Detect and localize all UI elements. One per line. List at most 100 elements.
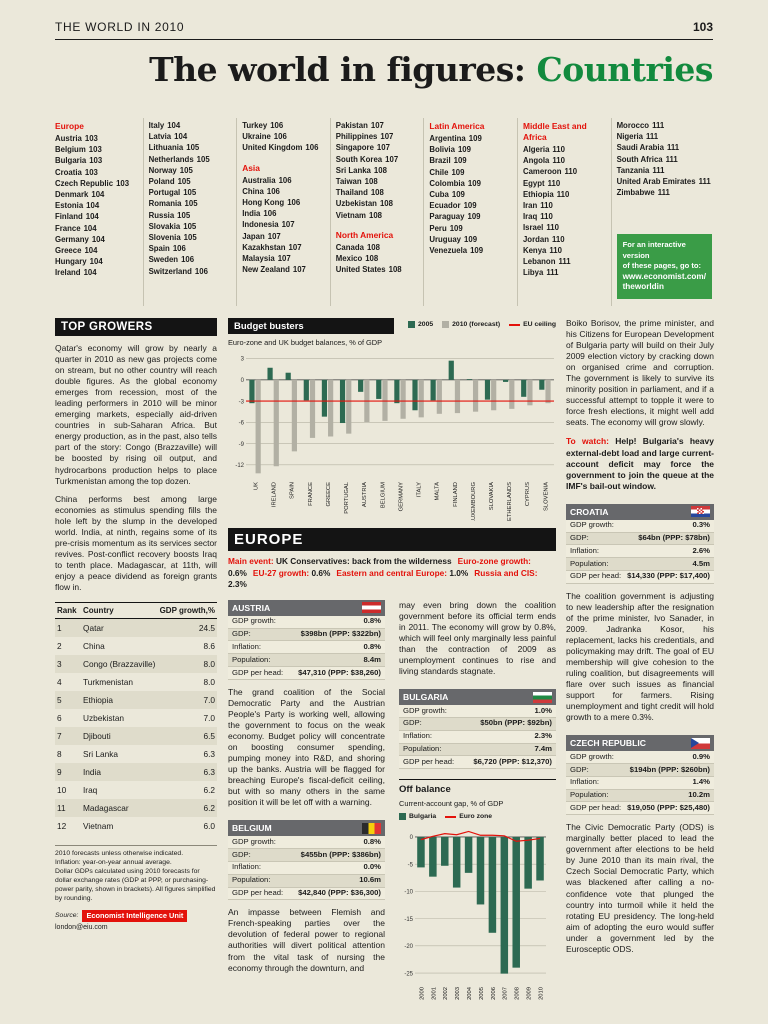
index-entry: Belgium 103	[55, 145, 102, 155]
country-name: CROATIA	[570, 506, 609, 517]
interactive-version-box: For an interactive version of these pages…	[616, 234, 712, 299]
index-entry: Hungary 104	[55, 257, 103, 267]
stat-row: Population: 8.4m	[228, 654, 385, 668]
index-entry: Zimbabwe 111	[616, 188, 670, 198]
index-entry: Philippines 107	[335, 132, 394, 142]
index-entry: United Kingdom 106	[242, 143, 319, 153]
right-column: Boiko Borisov, the prime minister, and h…	[566, 318, 714, 955]
index-entry: Sri Lanka 108	[335, 165, 387, 175]
legend-swatch-icon	[442, 321, 450, 328]
main-event-segment: Russia and CIS: 2.3%	[228, 567, 538, 590]
chart-legend: 2005 2010 (forecast) EU ceiling	[408, 318, 556, 328]
index-column-1: Europe Austria 103 Belgium 103 Bulgaria 103 Cro…	[55, 118, 143, 306]
country-name: BULGARIA	[403, 692, 449, 703]
svg-text:-5: -5	[408, 862, 414, 868]
svg-text:AUSTRIA: AUSTRIA	[362, 482, 368, 507]
svg-text:FRANCE: FRANCE	[308, 482, 314, 506]
page-number: 103	[692, 20, 713, 34]
footnote-line: Inflation: year-on-year annual average.	[55, 859, 172, 866]
stat-row: GDP per head: $14,330 (PPP: $17,400)	[566, 571, 714, 584]
index-entry: Finland 104	[55, 212, 99, 222]
index-entry: Paraguay 109	[429, 212, 481, 222]
index-entry: Hong Kong 106	[242, 198, 301, 208]
index-entry: Ethiopia 110	[522, 189, 570, 199]
index-entry: Norway 105	[148, 165, 193, 175]
index-entry: Kazakhstan 107	[242, 242, 302, 252]
svg-text:-15: -15	[404, 917, 413, 923]
chart-title: Off balance	[399, 784, 451, 796]
index-entry: Chile 109	[429, 167, 465, 177]
europe-section-heading: EUROPE	[228, 528, 556, 551]
stat-row: Inflation: 0.8%	[228, 641, 385, 655]
index-entry: Peru 109	[429, 223, 463, 233]
stat-row: GDP: $50bn (PPP: $92bn)	[399, 717, 556, 731]
index-entry: Nigeria 111	[616, 132, 659, 142]
svg-text:-25: -25	[404, 971, 413, 977]
stat-row: GDP per head: $42,840 (PPP: $36,300)	[228, 888, 385, 901]
index-entry: Ukraine 106	[242, 132, 287, 142]
stat-row: GDP per head: $19,050 (PPP: $25,480)	[566, 802, 714, 816]
index-entry: Greece 104	[55, 246, 98, 256]
svg-text:IRELAND: IRELAND	[272, 482, 278, 507]
country-name: BELGIUM	[232, 823, 272, 834]
svg-text:GREECE: GREECE	[326, 482, 332, 507]
legend-item: 2005	[408, 321, 433, 328]
index-entry: Lebanon 111	[522, 257, 571, 267]
index-entry: Israel 110	[522, 223, 559, 233]
table-footnotes: 2010 forecasts unless otherwise indicate…	[55, 845, 217, 904]
svg-text:-3: -3	[239, 399, 245, 405]
table-row: 10 Iraq 6.2	[57, 785, 215, 796]
index-entry: Austria 103	[55, 134, 98, 143]
index-column-3: Turkey 106 Ukraine 106 United Kingdom 106 Asia…	[236, 118, 330, 306]
svg-text:BELGIUM: BELGIUM	[380, 482, 386, 508]
index-entry: Morocco 111	[616, 121, 665, 130]
legend-item: Bulgaria	[399, 813, 436, 821]
index-entry: Japan 107	[242, 231, 281, 241]
stat-row: Population: 7.4m	[399, 743, 556, 757]
stat-row: Inflation: 2.6%	[566, 545, 714, 559]
croatia-text: The coalition government is adjusting to…	[566, 590, 714, 723]
stat-row: GDP per head: $6,720 (PPP: $12,370)	[399, 756, 556, 770]
index-column-7: Morocco 111 Nigeria 111 Saudi Arabia 111 South…	[610, 118, 715, 306]
svg-text:GERMANY: GERMANY	[398, 482, 404, 511]
top-growers-table: Rank Country GDP growth,% 1 Qatar 24.5 2…	[55, 602, 217, 835]
country-block-czech-republic: CZECH REPUBLIC GDP growth: 0.9% GDP: $194bn…	[566, 735, 714, 816]
country-index: Europe Austria 103 Belgium 103 Bulgaria 103 Cro…	[55, 118, 715, 306]
svg-text:0: 0	[410, 835, 414, 841]
belgium-text-part2: may even bring down the coalition govern…	[399, 599, 556, 677]
stat-row: GDP growth: 0.8%	[228, 836, 385, 850]
index-entry: United Arab Emirates 111	[616, 177, 711, 187]
index-entry: Switzerland 106	[148, 266, 208, 276]
index-entry: Italy 104	[148, 121, 181, 130]
svg-text:-12: -12	[235, 463, 244, 469]
svg-text:2007: 2007	[503, 987, 509, 1000]
index-entry: Slovenia 105	[148, 233, 197, 243]
index-entry: Iran 110	[522, 201, 553, 211]
belgium-flag-icon	[362, 822, 381, 834]
czech-republic-text: The Civic Democratic Party (ODS) is marg…	[566, 822, 714, 954]
svg-text:-6: -6	[239, 421, 245, 427]
index-entry: Romania 105	[148, 199, 198, 209]
svg-text:CYPRUS: CYPRUS	[525, 482, 531, 506]
svg-text:PORTUGAL: PORTUGAL	[344, 481, 350, 514]
main-event-segment: Eastern and central Europe: 1.0%	[336, 567, 469, 578]
index-entry: South Africa 111	[616, 154, 678, 164]
index-entry: Egypt 110	[522, 178, 561, 188]
source-label: Source:	[55, 912, 79, 920]
index-entry: Thailand 108	[335, 188, 384, 198]
page-title: The world in figures: Countries	[149, 50, 713, 89]
index-entry: Bolivia 109	[429, 145, 471, 155]
stat-row: Population: 10.2m	[566, 789, 714, 803]
table-row: 6 Uzbekistan 7.0	[57, 713, 215, 724]
top-growers-table-header: Rank Country GDP growth,%	[55, 603, 217, 620]
index-entry: Angola 110	[522, 156, 565, 166]
index-entry: Spain 106	[148, 244, 186, 254]
webbox-line: of these pages, go to:	[622, 261, 702, 271]
source-badge: Economist Intelligence Unit	[82, 909, 188, 922]
page-header: THE WORLD IN 2010 103	[55, 20, 713, 40]
country-name: CZECH REPUBLIC	[570, 738, 646, 749]
index-entry: United States 108	[335, 265, 402, 275]
stat-row: GDP growth: 0.8%	[228, 616, 385, 629]
svg-text:2002: 2002	[443, 987, 449, 1000]
